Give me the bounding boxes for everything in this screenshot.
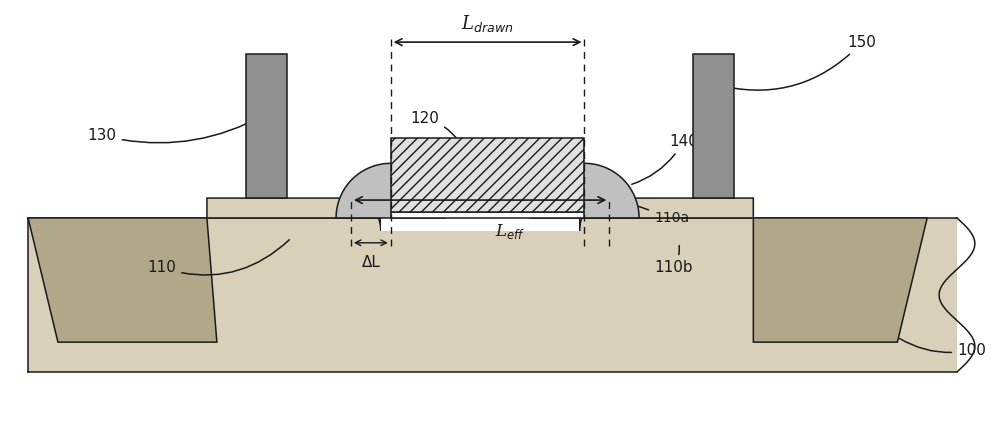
Polygon shape [207,198,381,231]
Polygon shape [579,198,753,231]
Polygon shape [693,54,734,198]
Polygon shape [246,54,287,198]
Polygon shape [28,218,957,372]
Text: 110a: 110a [612,197,689,225]
Polygon shape [530,163,639,218]
Text: 110b: 110b [654,245,693,275]
Polygon shape [381,218,579,231]
Text: 100: 100 [900,338,986,357]
Polygon shape [391,212,584,218]
Polygon shape [336,163,445,218]
Text: 150: 150 [716,35,877,90]
Polygon shape [391,138,584,212]
Text: L$_{eff}$: L$_{eff}$ [495,222,525,241]
Text: ΔL: ΔL [361,255,380,270]
Text: 140: 140 [632,134,698,184]
Text: 130: 130 [88,115,264,143]
Text: 110: 110 [147,240,289,275]
Text: L$_{drawn}$: L$_{drawn}$ [461,13,514,34]
Polygon shape [753,218,927,342]
Polygon shape [28,218,217,342]
Text: 120: 120 [411,111,459,141]
